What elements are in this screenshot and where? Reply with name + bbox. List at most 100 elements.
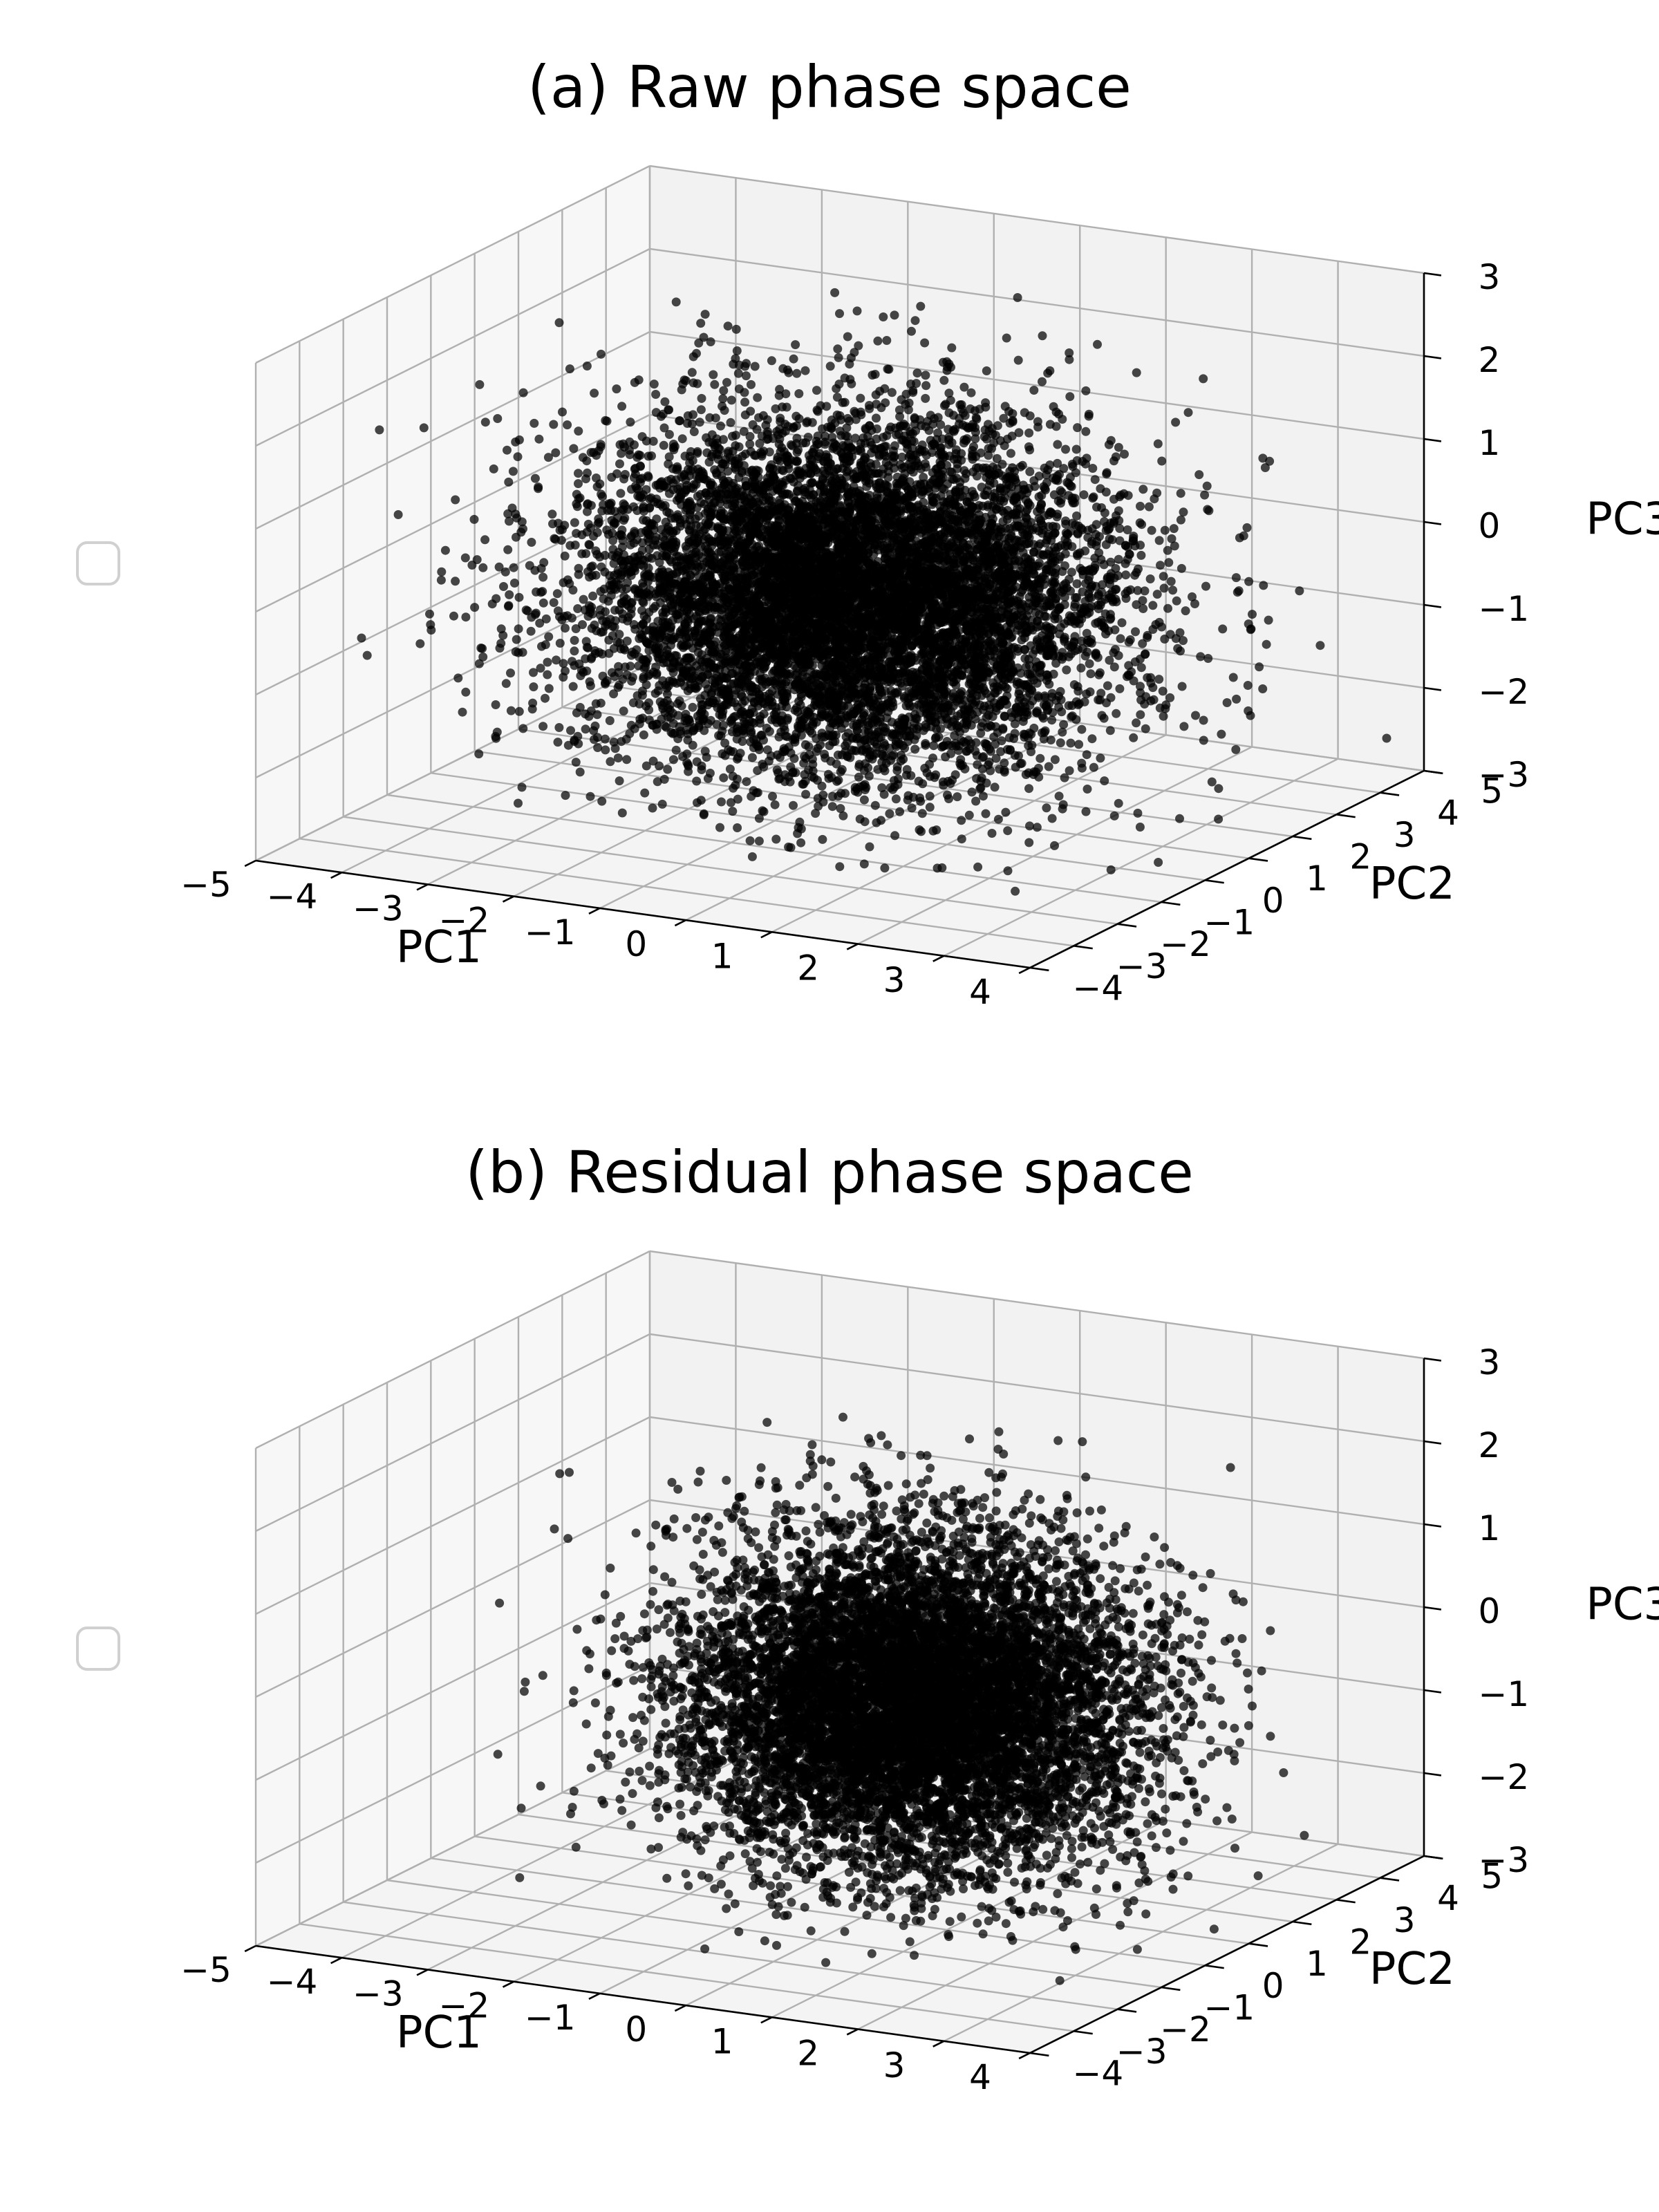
data-point xyxy=(648,436,658,446)
data-point xyxy=(791,340,800,350)
data-point xyxy=(966,388,976,397)
data-point xyxy=(872,818,881,827)
data-point xyxy=(978,791,988,801)
data-point xyxy=(1115,684,1125,693)
data-point xyxy=(1163,545,1172,555)
data-point xyxy=(702,433,711,442)
data-point xyxy=(1081,427,1091,436)
data-point xyxy=(1132,368,1141,377)
data-point xyxy=(964,423,973,433)
data-point xyxy=(993,814,1003,824)
data-point xyxy=(508,467,518,476)
data-point xyxy=(966,688,975,698)
data-point xyxy=(850,348,859,357)
data-point xyxy=(1141,724,1150,733)
data-point xyxy=(1199,374,1208,384)
data-point xyxy=(1065,348,1074,357)
data-point xyxy=(671,297,681,307)
data-point xyxy=(1123,525,1132,534)
data-point xyxy=(1066,738,1076,748)
data-point xyxy=(1053,440,1062,449)
data-point xyxy=(1136,550,1146,560)
data-point xyxy=(1008,509,1018,519)
data-point xyxy=(1295,586,1304,596)
data-point xyxy=(1060,549,1070,559)
data-point xyxy=(1056,686,1065,696)
data-point xyxy=(689,427,699,436)
data-point xyxy=(1105,726,1115,735)
data-point xyxy=(969,442,978,451)
data-point xyxy=(843,332,852,341)
data-point xyxy=(637,432,647,442)
gridline-x-floor xyxy=(944,758,1339,957)
data-point xyxy=(1202,481,1212,491)
data-point xyxy=(1024,498,1033,507)
data-point xyxy=(835,309,844,319)
data-point xyxy=(957,400,966,409)
gridline-z-left xyxy=(255,413,650,613)
gridline-y-floor xyxy=(431,772,1206,881)
data-point xyxy=(1062,478,1072,487)
data-point xyxy=(1045,460,1055,470)
data-point xyxy=(845,359,854,369)
data-point xyxy=(574,479,583,489)
data-point xyxy=(1078,457,1087,466)
data-point xyxy=(834,353,843,362)
data-point xyxy=(710,379,720,389)
data-point xyxy=(1067,568,1076,577)
data-point xyxy=(1132,600,1141,610)
data-point xyxy=(1086,669,1096,679)
data-point xyxy=(953,464,962,474)
data-point xyxy=(700,310,710,319)
data-point xyxy=(1248,610,1257,619)
data-point xyxy=(1214,814,1224,824)
data-point xyxy=(1168,585,1178,595)
data-point xyxy=(1091,529,1100,539)
data-point xyxy=(1085,687,1095,697)
data-point xyxy=(1130,570,1140,580)
data-point xyxy=(789,354,798,364)
data-point xyxy=(1016,603,1026,613)
data-point xyxy=(1054,409,1064,419)
data-point xyxy=(987,829,997,838)
data-point xyxy=(852,306,862,316)
data-point xyxy=(1024,484,1033,493)
data-point xyxy=(1159,583,1169,593)
data-point xyxy=(1085,593,1094,603)
data-point xyxy=(971,796,981,806)
data-point xyxy=(1235,533,1244,543)
data-point xyxy=(1138,604,1148,613)
data-point xyxy=(451,495,460,505)
data-point xyxy=(596,698,606,708)
data-point xyxy=(1231,573,1241,583)
data-point xyxy=(912,368,922,378)
data-point xyxy=(803,433,813,442)
data-point xyxy=(1258,684,1268,693)
data-point xyxy=(792,433,802,443)
data-point xyxy=(882,336,892,345)
data-point xyxy=(947,343,957,353)
data-point xyxy=(489,464,498,474)
data-point xyxy=(1231,744,1241,754)
data-point xyxy=(994,503,1004,512)
data-point xyxy=(687,368,697,377)
data-point xyxy=(1116,634,1125,644)
data-point xyxy=(822,402,832,411)
data-point xyxy=(1179,722,1189,731)
chart-title: (a) Raw phase space xyxy=(527,53,1132,121)
data-point xyxy=(1024,442,1033,451)
data-point xyxy=(1163,603,1172,613)
data-point xyxy=(1084,411,1094,421)
data-point xyxy=(1103,681,1112,691)
data-point xyxy=(747,753,757,762)
data-point xyxy=(1089,762,1098,772)
data-point xyxy=(1176,646,1185,656)
data-point xyxy=(513,452,523,462)
data-point xyxy=(920,338,930,348)
data-point xyxy=(890,451,899,461)
data-point xyxy=(1135,823,1145,832)
data-point xyxy=(800,366,810,375)
gridline-z-left xyxy=(255,247,650,447)
data-point xyxy=(1194,470,1204,480)
data-point xyxy=(840,373,850,383)
